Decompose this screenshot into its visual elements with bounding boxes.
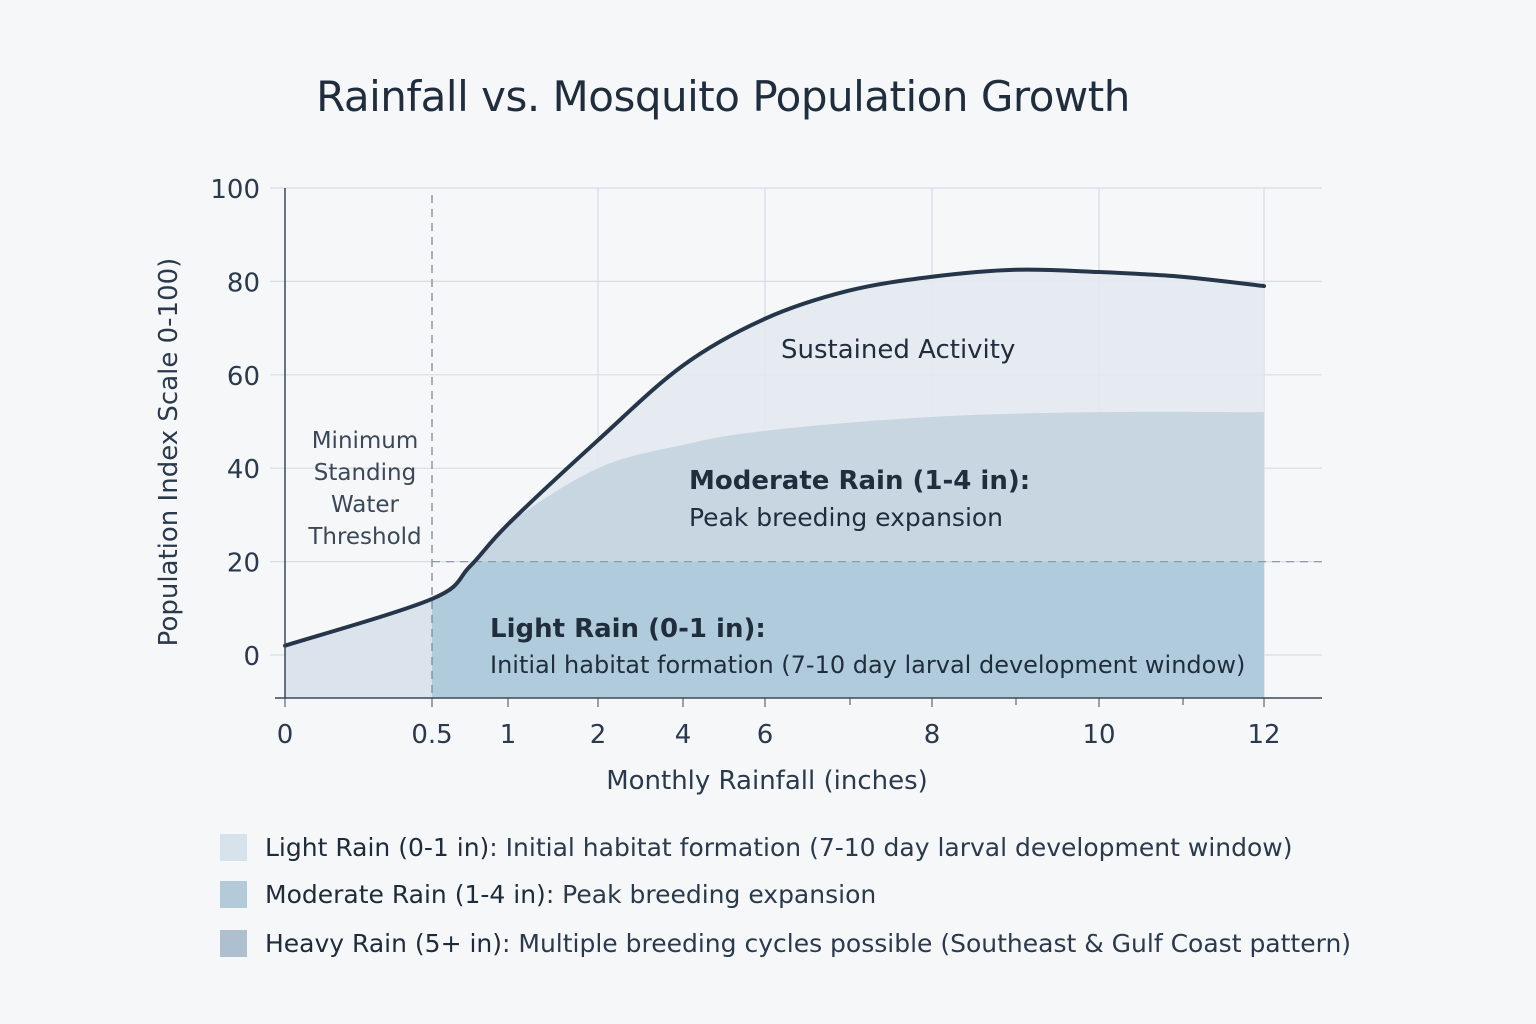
legend-item-moderate: Moderate Rain (1-4 in): Peak breeding ex… bbox=[220, 880, 876, 909]
threshold-label: Standing bbox=[314, 460, 416, 486]
x-tick-label: 10 bbox=[1082, 720, 1115, 750]
chart-title: Rainfall vs. Mosquito Population Growth bbox=[316, 72, 1130, 121]
x-tick-label: 1 bbox=[500, 720, 517, 750]
legend-label: Light Rain (0-1 in) bbox=[265, 833, 490, 862]
legend-text: : Initial habitat formation (7-10 day la… bbox=[489, 833, 1293, 862]
y-tick-label: 80 bbox=[227, 268, 260, 298]
threshold-label: Minimum bbox=[312, 428, 419, 454]
threshold-label: Water bbox=[331, 492, 400, 518]
y-tick-label: 60 bbox=[227, 362, 260, 392]
y-axis-label: Population Index Scale 0-100) bbox=[154, 258, 184, 647]
x-tick-label: 6 bbox=[757, 720, 774, 750]
x-tick-label: 4 bbox=[675, 720, 692, 750]
legend-swatch-heavy bbox=[220, 930, 247, 957]
x-tick-label: 12 bbox=[1247, 720, 1280, 750]
legend-label: Moderate Rain (1-4 in) bbox=[265, 880, 546, 909]
legend-item-light: Light Rain (0-1 in): Initial habitat for… bbox=[220, 833, 1292, 862]
y-tick-label: 100 bbox=[210, 175, 260, 205]
legend-swatch-light bbox=[220, 834, 247, 861]
legend-text: : Multiple breeding cycles possible (Sou… bbox=[502, 929, 1352, 958]
x-tick-label: 0 bbox=[277, 720, 294, 750]
annotation-sustained: Sustained Activity bbox=[781, 335, 1015, 365]
annotation-light-title: Light Rain (0-1 in): bbox=[490, 614, 766, 644]
annotation-light-text: Initial habitat formation (7-10 day larv… bbox=[490, 651, 1245, 679]
area-light bbox=[432, 561, 1264, 698]
y-tick-label: 40 bbox=[227, 455, 260, 485]
threshold-label: Threshold bbox=[307, 524, 421, 550]
x-tick-label: 8 bbox=[924, 720, 941, 750]
legend-text: : Peak breeding expansion bbox=[545, 880, 877, 909]
x-axis-label: Monthly Rainfall (inches) bbox=[606, 766, 928, 796]
legend-label: Heavy Rain (5+ in) bbox=[265, 929, 503, 958]
annotation-moderate-title: Moderate Rain (1-4 in): bbox=[689, 466, 1030, 496]
legend-swatch-moderate bbox=[220, 881, 247, 908]
x-tick-label: 0.5 bbox=[411, 720, 452, 750]
y-tick-label: 20 bbox=[227, 549, 260, 579]
legend-item-heavy: Heavy Rain (5+ in): Multiple breeding cy… bbox=[220, 929, 1351, 958]
population-curve bbox=[283, 267, 1266, 648]
x-tick-label: 2 bbox=[590, 720, 607, 750]
y-tick-label: 0 bbox=[243, 642, 260, 672]
annotation-moderate-text: Peak breeding expansion bbox=[689, 503, 1003, 532]
